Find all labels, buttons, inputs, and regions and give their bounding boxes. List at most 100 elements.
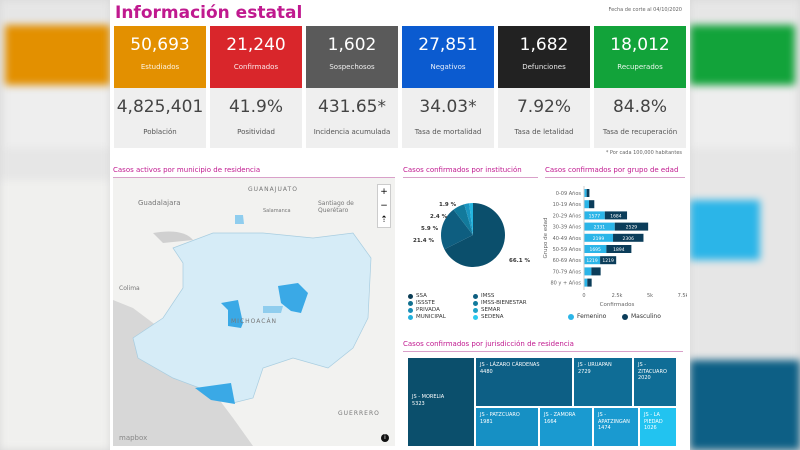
legend-label: MUNICIPAL (416, 314, 446, 320)
map-label: Santiago de Querétaro (318, 200, 354, 214)
legend-dot (473, 300, 478, 306)
jurisdiction-treemap: JS - MORELIA 5323 JS - LÁZARO CÁRDENAS 4480… (407, 357, 677, 447)
pie-slice[interactable] (441, 209, 473, 250)
bar-femenino[interactable] (584, 222, 615, 231)
treemap-tile[interactable]: JS - LA PIEDAD 1026 (639, 407, 677, 447)
footnote: * Por cada 100,000 habitantes (605, 150, 682, 156)
treemap-tile[interactable]: JS - PATZCUARO 1981 (475, 407, 539, 447)
pie-slice[interactable] (464, 203, 473, 235)
tile-value: 1026 (644, 425, 657, 431)
legend-label: SSA (416, 293, 427, 299)
bar-femenino[interactable] (584, 233, 614, 242)
treemap-tile[interactable]: JS - MORELIA 5323 (407, 357, 475, 447)
date-note: Fecha de corte al 04/10/2020 (608, 7, 682, 13)
card-top: 1,602 Sospechosos (306, 26, 398, 88)
card-label: Defunciones (522, 63, 566, 71)
legend-dot-masculino (622, 313, 628, 320)
legend-label: SEMAR (481, 307, 501, 313)
tile-value: 2020 (638, 375, 651, 381)
y-axis-label: Grupo de edad (543, 218, 549, 259)
card-sub-label: Tasa de letalidad (514, 128, 574, 136)
pie-slice[interactable] (469, 203, 473, 235)
card-value: 18,012 (610, 35, 670, 55)
x-axis-label: Confirmados (600, 302, 635, 308)
legend-item: IMSS-BIENESTAR (473, 300, 527, 306)
bar-femenino[interactable] (584, 245, 607, 253)
card-sub-value: 84.8% (612, 97, 667, 117)
age-category-label: 40-49 Años (553, 236, 582, 242)
bar-masculino[interactable] (614, 222, 649, 231)
map-label: MICHOACÁN (231, 318, 278, 325)
stat-cards: 50,693 Estudiados 4,825,401 Población 21,240… (114, 26, 686, 148)
pie-slice[interactable] (444, 203, 505, 267)
card-sub-value: 34.03* (419, 97, 477, 117)
bar-femenino[interactable] (584, 211, 605, 220)
map-controls: + − ⇡ (377, 184, 391, 228)
card-label: Sospechosos (329, 63, 375, 71)
bar-femenino[interactable] (584, 278, 588, 287)
tile-value: 2729 (578, 368, 591, 375)
x-tick-label: 2.5k (612, 293, 623, 299)
legend-dot (408, 314, 413, 320)
treemap-tile[interactable]: JS - URUAPAN 2729 (573, 357, 633, 407)
bar-masculino[interactable] (613, 233, 644, 242)
card-bottom: 41.9% Positividad (210, 88, 302, 148)
pie-slice[interactable] (453, 204, 473, 235)
legend-label: PRIVADA (416, 307, 440, 313)
bar-masculino[interactable] (606, 245, 632, 253)
card-bottom: 7.92% Tasa de letalidad (498, 88, 590, 148)
bar-value-label: 1219 (586, 258, 598, 264)
card-sub-label: Incidencia acumulada (313, 128, 391, 136)
compass-button[interactable]: ⇡ (380, 215, 388, 225)
tile-value: 4480 (480, 368, 493, 375)
bar-masculino[interactable] (587, 278, 592, 287)
zoom-out-button[interactable]: − (380, 201, 388, 211)
bar-masculino[interactable] (591, 267, 601, 276)
legend-item: PRIVADA (408, 307, 440, 313)
treemap-tile[interactable]: JS - ZAMORA 1664 (539, 407, 593, 447)
bar-masculino[interactable] (586, 189, 590, 197)
treemap-tile[interactable]: JS - ZITACUARO 2020 (633, 357, 677, 407)
treemap-tile[interactable]: JS - APATZINGAN 1474 (593, 407, 639, 447)
bar-value-label: 2331 (594, 225, 606, 231)
legend-label: ISSSTE (416, 300, 435, 306)
bar-femenino[interactable] (584, 256, 601, 265)
card-value: 50,693 (130, 35, 190, 55)
map-label: Salamanca (263, 208, 291, 214)
treemap-tile[interactable]: JS - LÁZARO CÁRDENAS 4480 (475, 357, 573, 407)
stat-card: 50,693 Estudiados 4,825,401 Población (114, 26, 206, 148)
bar-value-label: 1577 (589, 213, 601, 219)
bar-femenino[interactable] (584, 267, 592, 276)
dashboard-panel: Información estatal Fecha de corte al 04… (110, 0, 690, 450)
bar-masculino[interactable] (589, 200, 595, 209)
bar-masculino[interactable] (600, 256, 617, 265)
bar-femenino[interactable] (584, 189, 587, 197)
card-label: Estudiados (140, 63, 180, 71)
legend-dot-femenino (568, 313, 574, 320)
bar-masculino[interactable] (604, 211, 628, 220)
tile-value: 1474 (598, 425, 611, 431)
bar-value-label: 1695 (589, 247, 601, 253)
info-icon[interactable]: i (381, 434, 389, 442)
map[interactable]: GUANAJUATO Guadalajara Santiago de Queré… (113, 178, 395, 446)
pie-label: 2.4 % (430, 214, 448, 220)
legend-label: IMSS-BIENESTAR (481, 300, 527, 306)
pie-label: 5.9 % (421, 226, 439, 232)
age-category-label: 80 y + Años (550, 281, 581, 287)
bar-value-label: 1219 (602, 258, 614, 264)
pie-label: 66.1 % (509, 258, 530, 264)
tile-name: JS - LÁZARO CÁRDENAS (480, 362, 540, 368)
age-category-label: 10-19 Años (553, 202, 582, 208)
map-label: Colima (119, 285, 140, 292)
legend-femenino: Femenino (577, 313, 607, 320)
card-sub-label: Positividad (237, 128, 275, 136)
legend-masculino: Masculino (631, 313, 661, 320)
tile-name: JS - MORELIA (412, 394, 445, 400)
bar-femenino[interactable] (584, 200, 590, 209)
tile-value: 5323 (412, 400, 425, 407)
zoom-in-button[interactable]: + (380, 187, 388, 197)
card-label: Negativos (430, 63, 466, 71)
card-sub-value: 431.65* (318, 97, 386, 117)
mapbox-logo[interactable]: mapbox (119, 434, 148, 442)
stat-card: 27,851 Negativos 34.03* Tasa de mortalidad (402, 26, 494, 148)
